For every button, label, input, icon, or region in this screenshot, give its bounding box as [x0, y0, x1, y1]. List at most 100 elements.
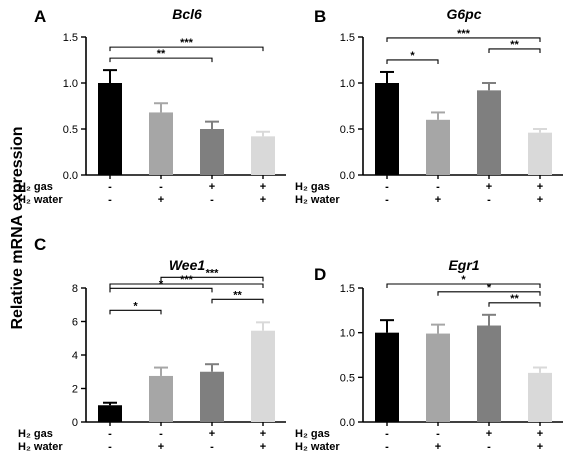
panel-b-significance-label: ***	[457, 28, 471, 40]
panel-a-y-tick-label: 1.0	[63, 78, 78, 90]
panel-b-treatment-label: H₂ water	[295, 194, 340, 206]
panel-c-treatment-sign: +	[209, 428, 215, 440]
panel-c-y-tick-label: 4	[72, 350, 78, 362]
panel-d-significance-bracket	[437, 291, 541, 296]
panel-a-treatment-sign: -	[108, 194, 112, 206]
panel-a-treatment-sign: -	[108, 181, 112, 193]
panel-a-significance-bracket	[109, 46, 264, 52]
panel-c-y-tick-label: 2	[72, 384, 78, 396]
panel-a-bar	[251, 136, 275, 175]
panel-d-treatment-sign: -	[385, 428, 389, 440]
panel-b-significance-bracket	[386, 37, 541, 42]
panel-d-y-tick-label: 1.5	[340, 283, 355, 295]
panel-b-significance-bracket	[488, 48, 541, 53]
panel-d-significance-label: **	[510, 293, 519, 305]
panel-d-treatment-sign: +	[435, 441, 441, 453]
panel-d-letter: D	[314, 265, 326, 284]
panel-b-letter: B	[314, 7, 326, 26]
panel-a-letter: A	[34, 7, 46, 26]
panel-d-significance-bracket	[488, 302, 541, 307]
panel-a-treatment-label: H₂ water	[18, 194, 63, 206]
panel-b-bar	[477, 90, 501, 175]
panel-b-significance-label: *	[410, 50, 415, 62]
panel-b-treatment-sign: -	[385, 181, 389, 193]
panel-d-bar	[528, 372, 552, 422]
panel-a-title: Bcl6	[172, 6, 202, 22]
panel-c-y-tick-label: 8	[72, 283, 78, 295]
panel-c-significance-bracket	[109, 287, 213, 293]
panel-d-treatment-label: H₂ gas	[295, 428, 330, 440]
panel-c-significance-bracket	[109, 309, 162, 315]
panel-a-treatment-sign: +	[209, 181, 215, 193]
panel-d-bar	[477, 325, 501, 422]
panel-a-bar	[98, 83, 122, 175]
panel-b-bar	[426, 119, 450, 175]
panel-c-significance-label: ***	[206, 267, 220, 279]
panel-c-treatment-label: H₂ gas	[18, 428, 53, 440]
panel-b-y-tick-label: 0.0	[340, 170, 355, 182]
panel-b-significance-label: **	[510, 39, 519, 51]
panel-a-treatment-sign: -	[210, 194, 214, 206]
panel-d-treatment-sign: +	[486, 428, 492, 440]
panel-d-y-tick-label: 1.0	[340, 328, 355, 340]
panel-d-significance-label: *	[487, 282, 492, 294]
panel-a-y-tick-label: 0.0	[63, 170, 78, 182]
panel-c-bar	[200, 371, 224, 422]
panel-a-treatment-sign: -	[159, 181, 163, 193]
panel-c-treatment-sign: +	[260, 428, 266, 440]
panel-b-treatment-sign: -	[385, 194, 389, 206]
panel-d-bar	[426, 333, 450, 422]
panel-b-treatment-sign: +	[537, 194, 543, 206]
panel-b-bar	[528, 132, 552, 175]
panel-d-treatment-sign: +	[537, 441, 543, 453]
panel-c-treatment-sign: -	[210, 441, 214, 453]
panel-d-y-tick-label: 0.0	[340, 417, 355, 429]
panel-d-treatment-sign: +	[537, 428, 543, 440]
panel-b-treatment-sign: +	[435, 194, 441, 206]
panel-c-title: Wee1	[169, 257, 206, 273]
panel-a-y-tick-label: 0.5	[63, 124, 78, 136]
panel-b-bar	[375, 83, 399, 175]
panel-c-treatment-sign: +	[260, 441, 266, 453]
panel-d-significance-label: *	[461, 274, 466, 286]
panel-a-significance-bracket	[109, 57, 213, 63]
panel-c-significance-label: ***	[180, 274, 194, 286]
panel-d-significance-bracket	[386, 283, 541, 288]
panel-d-treatment-sign: -	[436, 428, 440, 440]
panel-c-bar	[149, 375, 173, 422]
panel-b-y-tick-label: 0.5	[340, 124, 355, 136]
panel-c-bar	[251, 330, 275, 422]
panel-b-treatment-sign: +	[537, 181, 543, 193]
panel-c-significance-label: **	[233, 289, 242, 301]
panel-a-treatment-label: H₂ gas	[18, 181, 53, 193]
panel-c-y-tick-label: 0	[72, 417, 78, 429]
panel-a-significance-label: **	[157, 48, 166, 60]
panel-d-y-tick-label: 0.5	[340, 372, 355, 384]
panel-c-significance-label: *	[133, 300, 138, 312]
panel-b-significance-bracket	[386, 59, 439, 64]
panel-a-bar	[200, 129, 224, 175]
panel-d-treatment-label: H₂ water	[295, 441, 340, 453]
panel-d-treatment-sign: -	[487, 441, 491, 453]
panel-c-significance-bracket	[160, 276, 264, 282]
panel-c-treatment-sign: -	[159, 428, 163, 440]
panel-c-letter: C	[34, 235, 46, 254]
panel-b-treatment-sign: -	[487, 194, 491, 206]
y-axis-label: Relative mRNA expression	[9, 126, 26, 329]
panel-d-bar	[375, 332, 399, 422]
panel-d-treatment-sign: -	[385, 441, 389, 453]
panel-a-significance-label: ***	[180, 37, 194, 49]
panel-a-bar	[149, 112, 173, 175]
panel-c-treatment-label: H₂ water	[18, 441, 63, 453]
panel-a-treatment-sign: +	[260, 181, 266, 193]
panel-d-title: Egr1	[448, 257, 479, 273]
panel-c-treatment-sign: +	[158, 441, 164, 453]
panel-a-treatment-sign: +	[158, 194, 164, 206]
panel-a-treatment-sign: +	[260, 194, 266, 206]
panel-c-significance-bracket	[109, 283, 264, 288]
panel-b-treatment-sign: -	[436, 181, 440, 193]
panel-b-y-tick-label: 1.5	[340, 32, 355, 44]
panel-a-y-tick-label: 1.5	[63, 32, 78, 44]
panel-c-significance-bracket	[211, 298, 264, 304]
